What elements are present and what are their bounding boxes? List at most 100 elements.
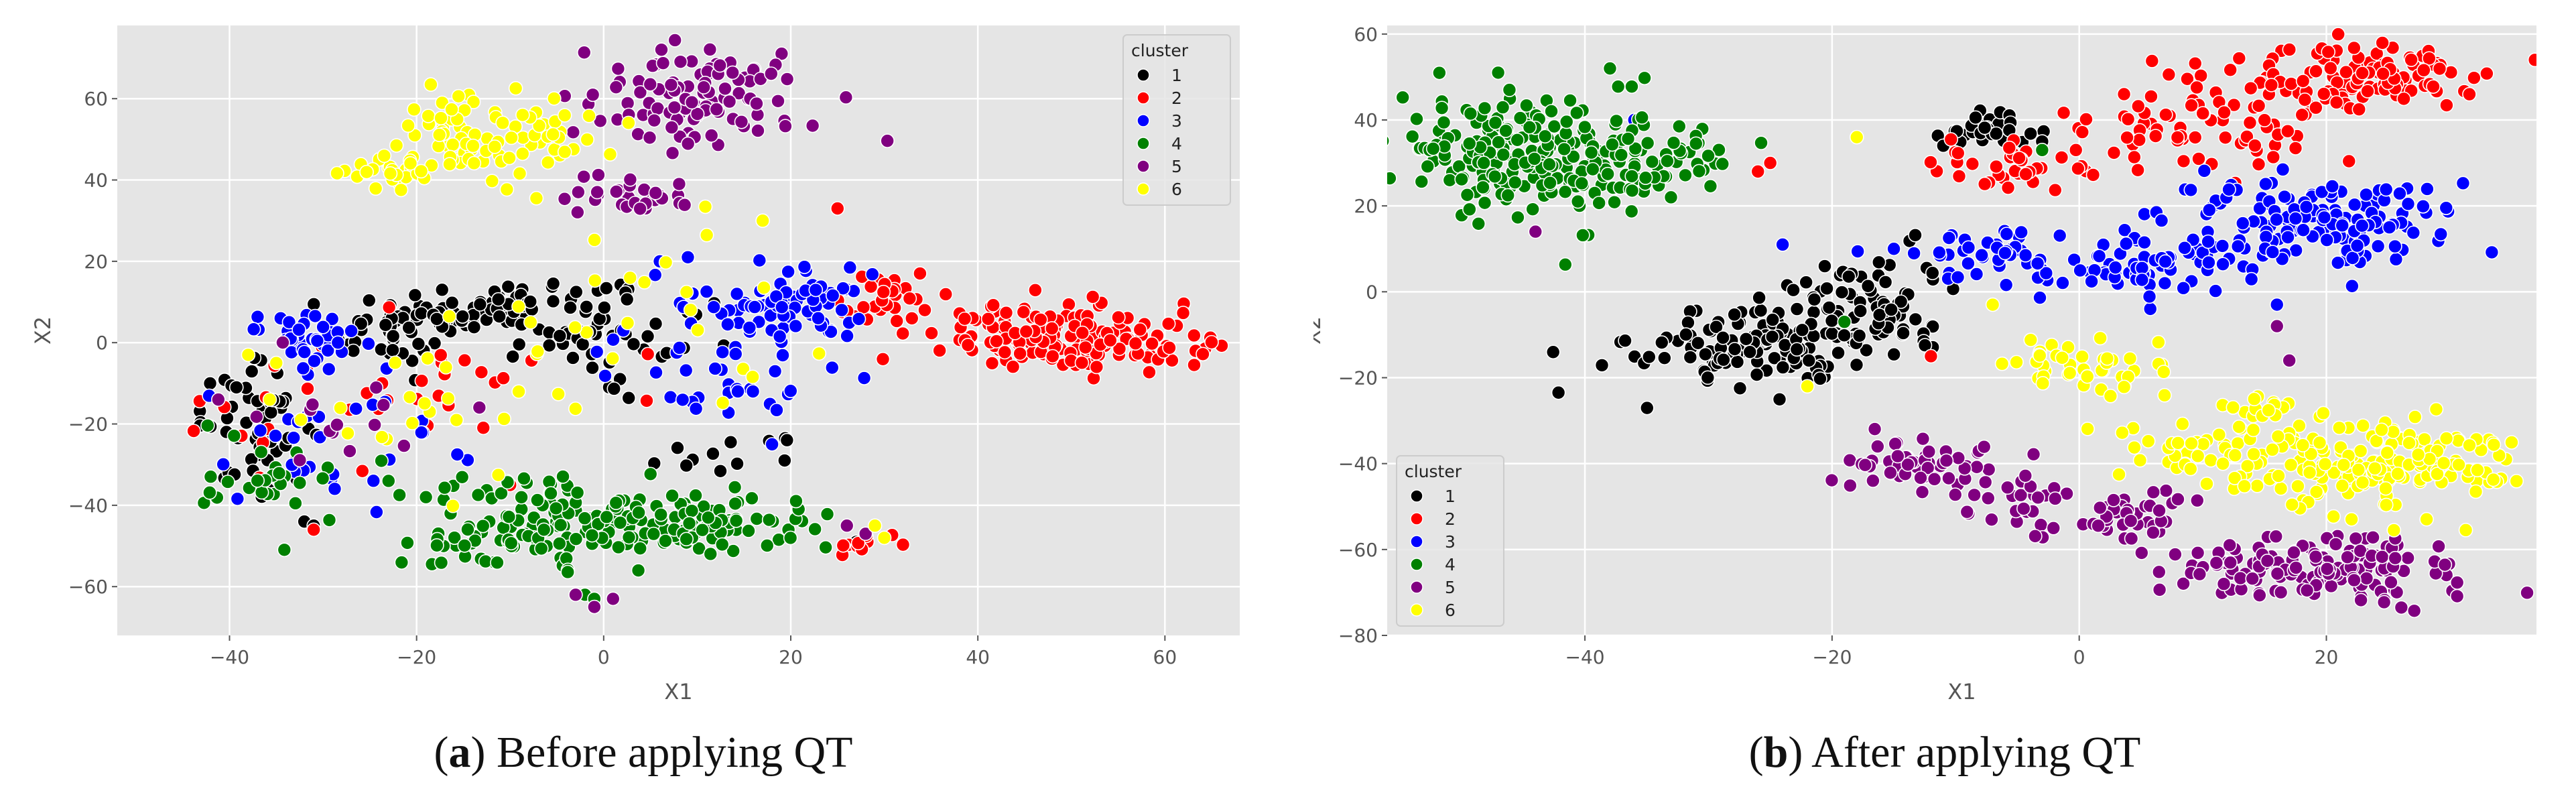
data-point-cluster-6	[389, 138, 404, 153]
data-point-cluster-6	[2103, 389, 2118, 404]
data-point-cluster-6	[2122, 351, 2138, 366]
data-point-cluster-2	[2000, 180, 2016, 195]
data-point-cluster-6	[2380, 445, 2395, 460]
data-point-cluster-3	[745, 384, 761, 399]
data-point-cluster-2	[895, 326, 911, 341]
data-point-cluster-5	[2366, 530, 2380, 545]
data-point-cluster-1	[501, 279, 516, 294]
data-point-cluster-4	[568, 532, 584, 546]
data-point-cluster-6	[557, 144, 572, 160]
data-point-cluster-4	[1477, 101, 1492, 116]
data-point-cluster-4	[684, 503, 700, 518]
data-point-cluster-3	[1999, 227, 2014, 241]
data-point-cluster-5	[673, 54, 688, 69]
data-point-cluster-3	[1969, 267, 1984, 282]
data-point-cluster-3	[2197, 164, 2212, 178]
data-point-cluster-4	[277, 542, 292, 558]
data-point-cluster-1	[1988, 126, 2004, 141]
data-point-cluster-2	[924, 326, 939, 340]
data-point-cluster-4	[1510, 132, 1525, 147]
data-point-cluster-6	[2451, 457, 2466, 473]
data-point-cluster-4	[1476, 156, 1491, 170]
data-point-cluster-3	[2345, 278, 2360, 294]
data-point-cluster-5	[1866, 473, 1880, 488]
data-point-cluster-5	[1858, 457, 1873, 473]
data-point-cluster-6	[2273, 481, 2289, 496]
data-point-cluster-2	[2071, 161, 2085, 176]
data-point-cluster-4	[1537, 129, 1553, 144]
data-point-cluster-1	[545, 294, 561, 309]
data-point-cluster-5	[2047, 491, 2063, 506]
data-point-cluster-6	[2230, 436, 2246, 451]
data-point-cluster-4	[454, 469, 470, 485]
data-point-cluster-4	[1420, 159, 1435, 174]
data-point-cluster-3	[1974, 247, 1989, 263]
data-point-cluster-4	[621, 530, 637, 545]
data-point-cluster-6	[2151, 334, 2166, 350]
data-point-cluster-1	[229, 380, 244, 395]
data-point-cluster-3	[765, 437, 779, 452]
data-point-cluster-2	[1044, 321, 1059, 336]
data-point-cluster-5	[725, 65, 740, 80]
data-point-cluster-2	[2266, 149, 2281, 165]
legend-label-2: 2	[1445, 509, 1456, 529]
data-point-cluster-2	[2323, 60, 2338, 76]
data-point-cluster-5	[642, 130, 657, 145]
data-point-cluster-1	[1709, 319, 1724, 334]
data-point-cluster-4	[1607, 194, 1622, 210]
data-point-cluster-4	[631, 563, 646, 578]
data-point-cluster-6	[679, 284, 694, 300]
data-point-cluster-2	[2432, 61, 2447, 76]
data-point-cluster-3	[663, 389, 678, 405]
data-point-cluster-4	[543, 486, 558, 501]
data-point-cluster-6	[2227, 471, 2242, 485]
data-point-cluster-4	[514, 490, 529, 505]
data-point-cluster-2	[2079, 112, 2094, 127]
data-point-cluster-1	[1884, 302, 1898, 317]
data-point-cluster-2	[2295, 107, 2310, 123]
data-point-cluster-4	[1660, 153, 1675, 169]
data-point-cluster-3	[2039, 265, 2054, 281]
data-point-cluster-6	[2215, 456, 2230, 471]
data-point-cluster-3	[824, 360, 840, 375]
data-point-cluster-4	[447, 530, 462, 545]
data-point-cluster-5	[2124, 531, 2139, 546]
data-point-cluster-1	[1772, 391, 1787, 407]
data-point-cluster-6	[2486, 472, 2501, 487]
data-point-cluster-6	[2283, 457, 2299, 473]
data-point-cluster-3	[2201, 255, 2216, 270]
data-point-cluster-6	[698, 199, 713, 214]
data-point-cluster-2	[1089, 359, 1104, 375]
data-point-cluster-3	[2118, 236, 2134, 251]
data-point-cluster-4	[374, 453, 389, 469]
data-point-cluster-2	[1128, 336, 1143, 351]
data-point-cluster-3	[842, 260, 858, 275]
data-point-cluster-5	[2308, 549, 2323, 564]
data-point-cluster-2	[1965, 156, 1980, 172]
data-point-cluster-3	[308, 308, 323, 324]
data-point-cluster-6	[387, 355, 403, 371]
data-point-cluster-1	[407, 288, 423, 303]
y-tick-label: −20	[1338, 367, 1378, 389]
data-point-cluster-6	[2127, 440, 2142, 455]
data-point-cluster-1	[1817, 259, 1832, 273]
data-point-cluster-5	[2171, 492, 2185, 507]
data-point-cluster-5	[1528, 224, 1543, 239]
data-point-cluster-2	[902, 291, 917, 306]
data-point-cluster-4	[1512, 111, 1528, 125]
data-point-cluster-5	[2437, 557, 2453, 572]
x-axis-label: X1	[1947, 679, 1976, 704]
data-point-cluster-1	[263, 405, 279, 420]
legend-label-5: 5	[1171, 157, 1182, 176]
data-point-cluster-1	[1831, 345, 1846, 361]
data-point-cluster-5	[1824, 473, 1840, 488]
data-point-cluster-4	[643, 467, 658, 482]
data-point-cluster-6	[434, 111, 448, 125]
data-point-cluster-4	[1522, 120, 1537, 135]
data-point-cluster-1	[385, 328, 401, 344]
data-point-cluster-6	[294, 412, 308, 428]
series-cluster-1	[1545, 103, 2051, 416]
data-point-cluster-5	[275, 335, 290, 350]
data-point-cluster-3	[414, 425, 429, 440]
data-point-cluster-2	[2170, 130, 2185, 145]
